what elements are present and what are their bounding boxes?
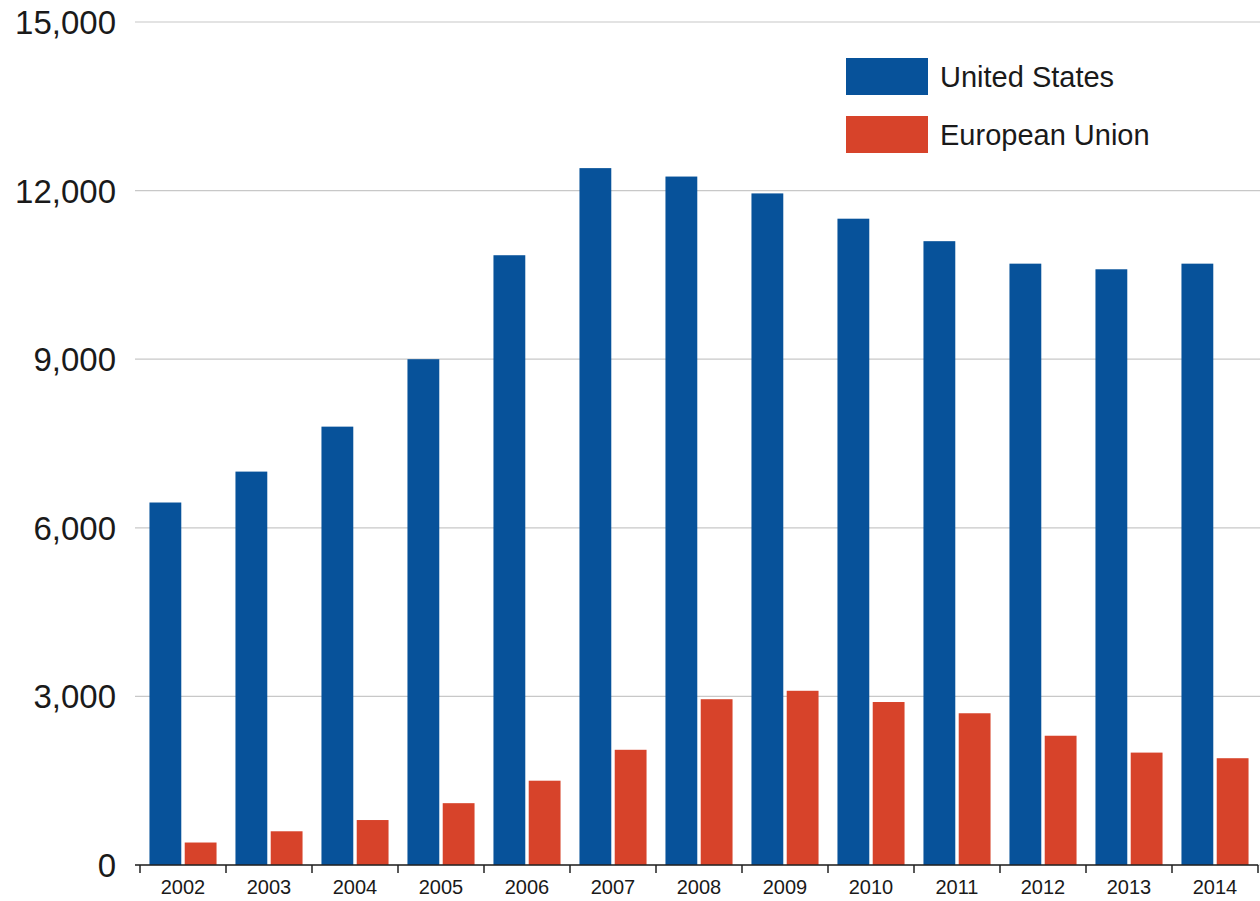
x-tick <box>397 865 399 873</box>
legend-swatch <box>846 58 928 95</box>
x-tick-label: 2004 <box>333 876 378 898</box>
y-tick-label: 0 <box>98 847 116 884</box>
x-axis <box>135 864 1258 866</box>
x-tick <box>741 865 743 873</box>
bars <box>149 168 1248 865</box>
bar <box>615 750 647 865</box>
x-tick <box>139 865 141 873</box>
bar <box>1095 269 1127 865</box>
grid-line <box>135 190 1260 191</box>
bar <box>873 702 905 865</box>
x-tick <box>1257 865 1259 873</box>
x-tick <box>311 865 313 873</box>
bar <box>701 699 733 865</box>
x-tick <box>1171 865 1173 873</box>
x-tick-label: 2006 <box>505 876 550 898</box>
y-tick-label: 6,000 <box>33 510 116 547</box>
bar <box>1131 753 1163 865</box>
x-tick-label: 2013 <box>1107 876 1152 898</box>
bar <box>959 713 991 865</box>
x-tick-label: 2010 <box>849 876 894 898</box>
x-tick <box>913 865 915 873</box>
x-tick <box>655 865 657 873</box>
bar <box>665 177 697 865</box>
bar <box>1045 736 1077 865</box>
x-tick-label: 2008 <box>677 876 722 898</box>
x-tick-label: 2014 <box>1193 876 1238 898</box>
grid-line <box>135 527 1260 528</box>
x-tick <box>827 865 829 873</box>
bar <box>1217 758 1249 865</box>
bar <box>751 193 783 865</box>
x-tick-label: 2012 <box>1021 876 1066 898</box>
grid-line <box>135 864 1260 865</box>
bar <box>579 168 611 865</box>
grid-line <box>135 21 1260 22</box>
y-tick-label: 12,000 <box>15 173 116 210</box>
x-tick <box>999 865 1001 873</box>
bar <box>407 359 439 865</box>
x-tick-label: 2003 <box>247 876 292 898</box>
x-tick-label: 2007 <box>591 876 636 898</box>
bar <box>787 691 819 865</box>
x-tick <box>1085 865 1087 873</box>
x-tick-label: 2005 <box>419 876 464 898</box>
bar <box>357 820 389 865</box>
y-tick-label: 15,000 <box>15 4 116 41</box>
bar <box>923 241 955 865</box>
chart: 0 3,000 6,000 9,000 12,000 15,000 2002 2003 2004… <box>0 0 1260 901</box>
bar <box>149 503 181 865</box>
legend-swatch <box>846 116 928 153</box>
bar <box>529 781 561 865</box>
bar <box>443 803 475 865</box>
bar <box>1009 264 1041 865</box>
y-tick-label: 3,000 <box>33 678 116 715</box>
y-tick-label: 9,000 <box>33 341 116 378</box>
bar <box>321 427 353 865</box>
bar <box>271 831 303 865</box>
x-tick-label: 2002 <box>161 876 206 898</box>
bar <box>235 472 267 865</box>
bar <box>1181 264 1213 865</box>
x-tick <box>569 865 571 873</box>
bar <box>837 219 869 865</box>
x-tick-label: 2009 <box>763 876 808 898</box>
grid-line <box>135 696 1260 697</box>
x-tick-label: 2011 <box>935 876 978 898</box>
x-tick <box>483 865 485 873</box>
bar <box>493 255 525 865</box>
grid-line <box>135 359 1260 360</box>
bar <box>185 843 217 865</box>
legend-label: United States <box>940 61 1114 93</box>
x-tick <box>225 865 227 873</box>
legend-label: European Union <box>940 119 1150 151</box>
